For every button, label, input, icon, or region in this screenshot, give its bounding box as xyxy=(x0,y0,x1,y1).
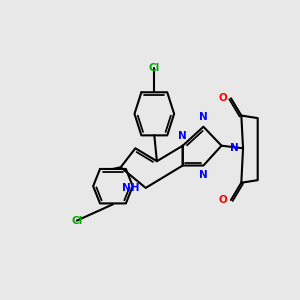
Text: N: N xyxy=(199,112,208,122)
Text: Cl: Cl xyxy=(71,216,82,226)
Text: N: N xyxy=(178,131,187,141)
Text: N: N xyxy=(230,143,239,153)
Text: O: O xyxy=(218,93,227,103)
Text: NH: NH xyxy=(122,183,139,193)
Text: Cl: Cl xyxy=(149,63,160,73)
Text: N: N xyxy=(199,170,208,180)
Text: O: O xyxy=(218,195,227,205)
